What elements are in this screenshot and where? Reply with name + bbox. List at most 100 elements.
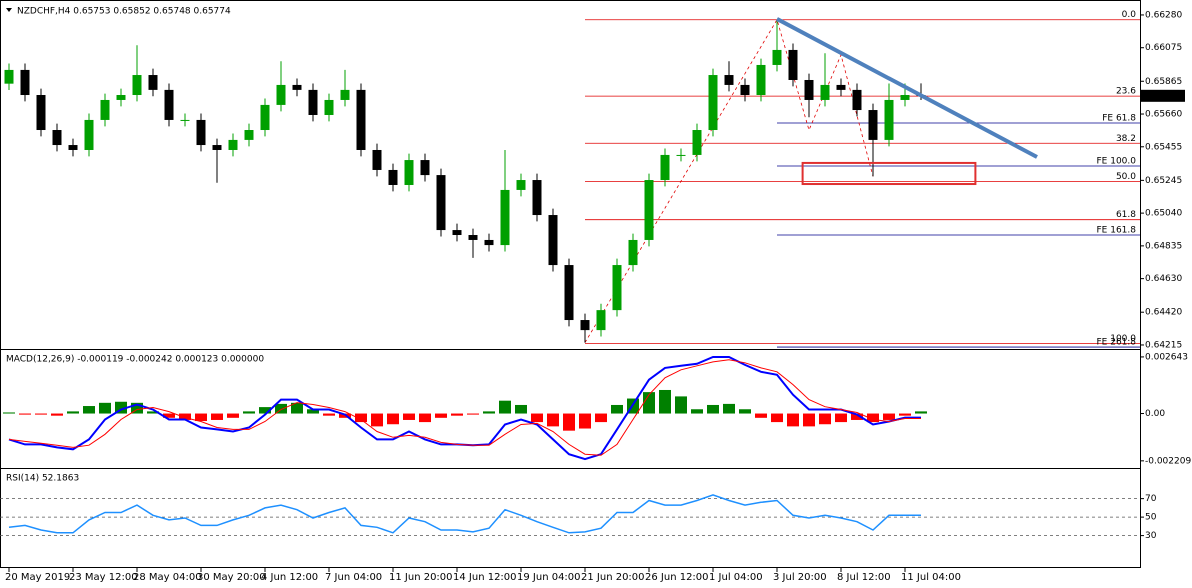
y-tick-label: 70 — [1145, 494, 1157, 504]
fe-label: FE 261.8 — [1097, 338, 1137, 348]
trendline — [776, 17, 1038, 159]
fe-label: FE 161.8 — [1097, 226, 1137, 236]
macd-histogram-bar — [419, 413, 431, 423]
candle-body — [452, 230, 462, 236]
candle-body — [596, 310, 606, 331]
macd-histogram-bar — [387, 413, 399, 425]
macd-histogram-bar — [3, 412, 15, 414]
candle-body — [564, 265, 574, 321]
plot-frame — [0, 0, 1141, 568]
x-tick-label: 26 Jun 12:00 — [645, 572, 709, 583]
x-tick-label: 20 May 2019 — [5, 572, 70, 583]
macd-histogram-bar — [371, 413, 383, 427]
fib-label: 0.0 — [1122, 10, 1137, 20]
candle-body — [836, 84, 846, 90]
candle-body — [708, 75, 718, 131]
macd-histogram-bar — [579, 413, 591, 429]
fib-label: 50.0 — [1116, 172, 1136, 182]
y-tick-label: 0.65455 — [1145, 142, 1182, 152]
macd-histogram-bar — [659, 389, 671, 414]
candle-body — [292, 84, 302, 90]
x-tick-label: 11 Jul 04:00 — [901, 572, 961, 583]
macd-histogram-bar — [163, 413, 175, 418]
macd-histogram-bar — [227, 413, 239, 418]
macd-histogram-bar — [35, 413, 47, 415]
macd-histogram-bar — [515, 404, 527, 414]
x-tick-label: 7 Jun 04:00 — [325, 572, 382, 583]
candle-body — [356, 89, 366, 150]
candle-body — [580, 320, 590, 331]
macd-histogram-bar — [835, 413, 847, 423]
candle-body — [900, 95, 910, 100]
x-tick-label: 3 Jul 20:00 — [773, 572, 827, 583]
y-tick-label: 0.002643 — [1145, 352, 1188, 362]
candle-body — [500, 189, 510, 246]
candle-body — [676, 154, 686, 156]
candle-body — [228, 139, 238, 150]
y-tick-label: 0.65245 — [1145, 176, 1182, 186]
macd-histogram-bar — [51, 413, 63, 416]
candle-body — [788, 49, 798, 80]
macd-histogram-bar — [675, 396, 687, 414]
rsi-header: RSI(14) 52.1863 — [6, 474, 79, 484]
candle-body — [772, 49, 782, 65]
macd-histogram-bar — [83, 406, 95, 414]
y-tick-label: 0.66280 — [1145, 10, 1182, 20]
macd-histogram-bar — [915, 411, 927, 414]
candle-body — [612, 265, 622, 311]
macd-histogram-bar — [259, 407, 271, 414]
candle-body — [52, 130, 62, 146]
candle-body — [820, 84, 830, 100]
y-tick-label: 30 — [1145, 531, 1157, 541]
macd-histogram-bar — [435, 413, 447, 418]
y-tick-label: 0.65660 — [1145, 110, 1182, 120]
candle-body — [804, 79, 814, 100]
candle-body — [148, 75, 158, 90]
candle-body — [340, 89, 350, 100]
candle-body — [132, 75, 142, 96]
macd-histogram-bar — [883, 413, 895, 420]
macd-histogram-bar — [563, 413, 575, 431]
candle-body — [852, 89, 862, 111]
last-price-box — [1141, 89, 1185, 102]
candle-body — [516, 180, 526, 190]
macd-histogram-bar — [403, 413, 415, 420]
candle-body — [372, 149, 382, 170]
menu-arrow[interactable] — [6, 8, 12, 12]
y-tick-label: 0.64835 — [1145, 241, 1182, 251]
last-price-label: 0.65774 — [1145, 91, 1182, 101]
symbol-header: NZDCHF,H4 0.65753 0.65852 0.65748 0.6577… — [17, 7, 231, 17]
fib-label: 61.8 — [1116, 210, 1136, 220]
macd-histogram-bar — [819, 413, 831, 425]
x-tick-label: 11 Jun 20:00 — [389, 572, 453, 583]
candle-body — [692, 130, 702, 155]
macd-histogram-bar — [451, 413, 463, 416]
candle-body — [740, 84, 750, 96]
x-tick-label: 23 May 12:00 — [69, 572, 138, 583]
rsi-line — [8, 494, 921, 534]
macd-histogram-bar — [771, 413, 783, 423]
candle-body — [324, 99, 334, 115]
macd-histogram-bar — [531, 413, 543, 423]
fe-label: FE 61.8 — [1102, 113, 1136, 123]
candle-body — [36, 95, 46, 131]
y-tick-label: 0.64630 — [1145, 274, 1182, 284]
x-tick-label: 4 Jun 12:00 — [261, 572, 318, 583]
macd-histogram-bar — [307, 409, 319, 414]
macd-histogram-bar — [707, 404, 719, 414]
macd-histogram-bar — [499, 400, 511, 414]
candle-body — [84, 119, 94, 150]
macd-histogram-bar — [691, 409, 703, 414]
macd-line — [8, 359, 921, 456]
candle-body — [388, 169, 398, 185]
candle-body — [164, 89, 174, 120]
x-tick-label: 19 Jun 04:00 — [517, 572, 581, 583]
fib-label: 38.2 — [1116, 134, 1136, 144]
candle-body — [276, 84, 286, 105]
candle-body — [420, 160, 430, 176]
macd-histogram-bar — [115, 401, 127, 414]
y-tick-label: 0.65865 — [1145, 77, 1182, 87]
candle-body — [260, 104, 270, 131]
macd-histogram-bar — [275, 403, 287, 414]
